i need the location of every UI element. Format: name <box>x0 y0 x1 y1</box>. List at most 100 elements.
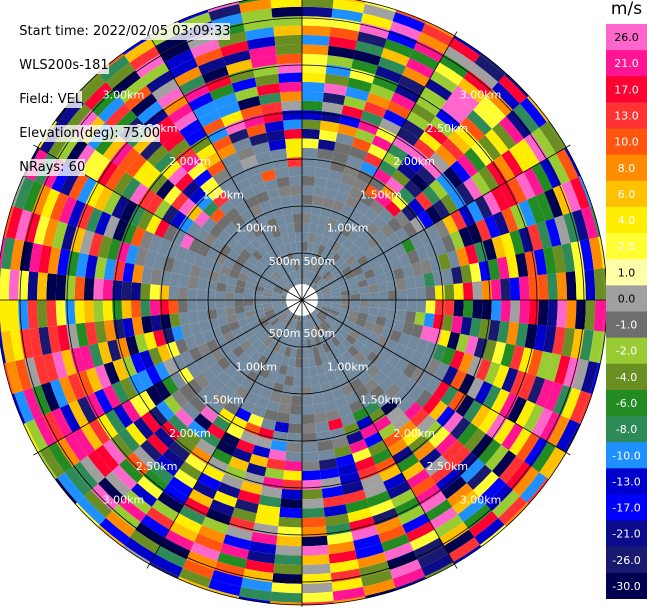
velocity-gate <box>408 146 430 166</box>
velocity-gate <box>302 582 333 594</box>
velocity-gate <box>319 206 332 218</box>
velocity-gate <box>250 55 278 69</box>
velocity-gate <box>325 178 341 191</box>
velocity-gate <box>187 276 200 289</box>
velocity-gate <box>270 148 288 161</box>
velocity-gate <box>397 161 417 180</box>
velocity-gate <box>425 499 453 522</box>
velocity-gate <box>329 559 360 573</box>
velocity-gate <box>323 187 338 200</box>
velocity-gate <box>490 186 510 212</box>
velocity-gate <box>317 244 326 256</box>
velocity-gate <box>389 21 422 41</box>
velocity-gate <box>446 250 461 269</box>
velocity-gate <box>258 494 282 508</box>
velocity-gate <box>416 300 427 313</box>
velocity-gate <box>220 473 244 490</box>
velocity-gate <box>243 300 254 307</box>
velocity-gate <box>194 357 210 373</box>
velocity-gate <box>509 229 525 255</box>
velocity-gate <box>248 540 277 555</box>
velocity-gate <box>320 111 342 124</box>
velocity-gate <box>323 400 338 413</box>
velocity-gate <box>284 213 294 225</box>
velocity-gate <box>118 458 144 484</box>
velocity-gate <box>302 376 312 387</box>
velocity-gate <box>369 291 380 300</box>
velocity-gate <box>240 208 255 223</box>
velocity-gate <box>474 517 505 545</box>
velocity-gate <box>49 379 69 408</box>
velocity-gate <box>121 281 132 300</box>
velocity-gate <box>112 70 141 97</box>
velocity-gate <box>184 127 208 147</box>
velocity-gate <box>329 27 360 41</box>
velocity-gate <box>197 109 221 128</box>
velocity-gate <box>262 347 273 359</box>
velocity-gate <box>369 199 386 215</box>
velocity-gate <box>359 242 372 255</box>
velocity-gate <box>14 390 35 424</box>
start-time-label: Start time: 2022/02/05 03:09:33 <box>19 23 231 40</box>
velocity-gate <box>24 357 41 388</box>
velocity-gate <box>200 176 219 194</box>
velocity-gate <box>447 445 472 470</box>
velocity-gate <box>149 300 160 316</box>
velocity-gate <box>56 437 80 467</box>
velocity-gate <box>310 213 320 225</box>
velocity-gate <box>208 317 220 330</box>
velocity-gate <box>356 415 374 431</box>
velocity-gate <box>171 228 187 246</box>
velocity-gate <box>37 451 58 480</box>
velocity-gate <box>505 461 532 490</box>
velocity-gate <box>202 352 217 368</box>
velocity-gate <box>449 349 465 370</box>
velocity-gate <box>215 282 227 292</box>
ring-label: 1.50km <box>202 394 244 407</box>
velocity-gate <box>284 460 302 472</box>
velocity-gate <box>360 110 384 127</box>
ring-label: 500m <box>304 327 336 340</box>
velocity-gate <box>240 105 263 120</box>
velocity-gate <box>415 338 429 355</box>
velocity-gate <box>401 378 418 396</box>
velocity-gate <box>302 442 318 453</box>
velocity-gate <box>244 310 256 319</box>
velocity-gate <box>397 186 416 205</box>
velocity-gate <box>402 362 418 379</box>
velocity-gate <box>174 434 196 454</box>
velocity-gate <box>464 147 487 172</box>
velocity-gate <box>539 411 562 442</box>
velocity-gate <box>347 230 360 243</box>
velocity-gate <box>468 62 499 90</box>
velocity-gate <box>266 458 286 471</box>
velocity-gate <box>225 59 253 75</box>
velocity-gate <box>378 300 389 310</box>
velocity-gate <box>116 337 131 359</box>
velocity-gate <box>302 204 313 214</box>
velocity-gate <box>475 218 492 242</box>
velocity-gate <box>293 222 302 233</box>
velocity-gate <box>24 212 41 243</box>
velocity-gate <box>77 75 106 104</box>
velocity-gate <box>414 311 426 326</box>
velocity-gate <box>196 288 207 300</box>
velocity-gate <box>302 194 314 205</box>
colorbar-tick-label: -4.0 <box>616 371 637 384</box>
velocity-gate <box>380 184 398 201</box>
velocity-gate <box>178 216 195 234</box>
velocity-gate <box>310 317 318 328</box>
velocity-gate <box>285 327 293 338</box>
velocity-gate <box>369 499 395 517</box>
velocity-gate <box>122 544 151 565</box>
velocity-gate <box>248 319 260 330</box>
velocity-gate <box>304 320 309 330</box>
velocity-gate <box>359 292 370 300</box>
velocity-gate <box>315 157 332 170</box>
velocity-gate <box>216 370 232 386</box>
velocity-gate <box>343 421 361 436</box>
velocity-gate <box>237 235 251 249</box>
velocity-gate <box>354 385 370 400</box>
colorbar-segment <box>606 389 647 417</box>
velocity-gate <box>212 192 230 208</box>
